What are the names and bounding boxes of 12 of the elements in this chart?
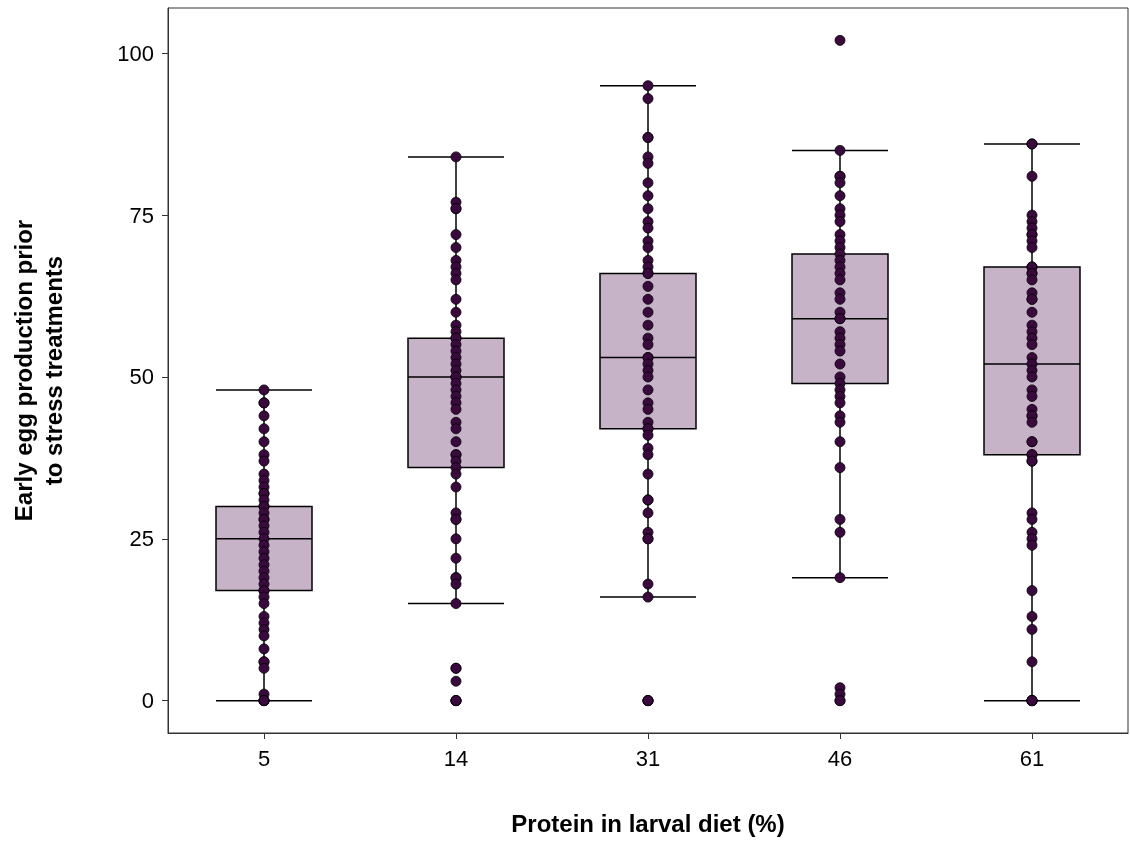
- x-axis-title: Protein in larval diet (%): [511, 809, 785, 837]
- y-tick-label: 75: [129, 202, 154, 228]
- x-tick-label: 61: [1019, 745, 1045, 771]
- y-tick-label: 0: [141, 688, 154, 714]
- y-tick-label: 100: [117, 40, 154, 66]
- y-tick-label: 50: [129, 364, 154, 390]
- x-tick-label: 31: [635, 745, 661, 771]
- y-tick-label: 25: [129, 526, 154, 552]
- x-tick-label: 5: [257, 745, 271, 771]
- x-tick-label: 14: [443, 745, 469, 771]
- y-axis-title: Early egg production prior to stress treatments: [9, 219, 67, 522]
- x-tick-label: 46: [827, 745, 853, 771]
